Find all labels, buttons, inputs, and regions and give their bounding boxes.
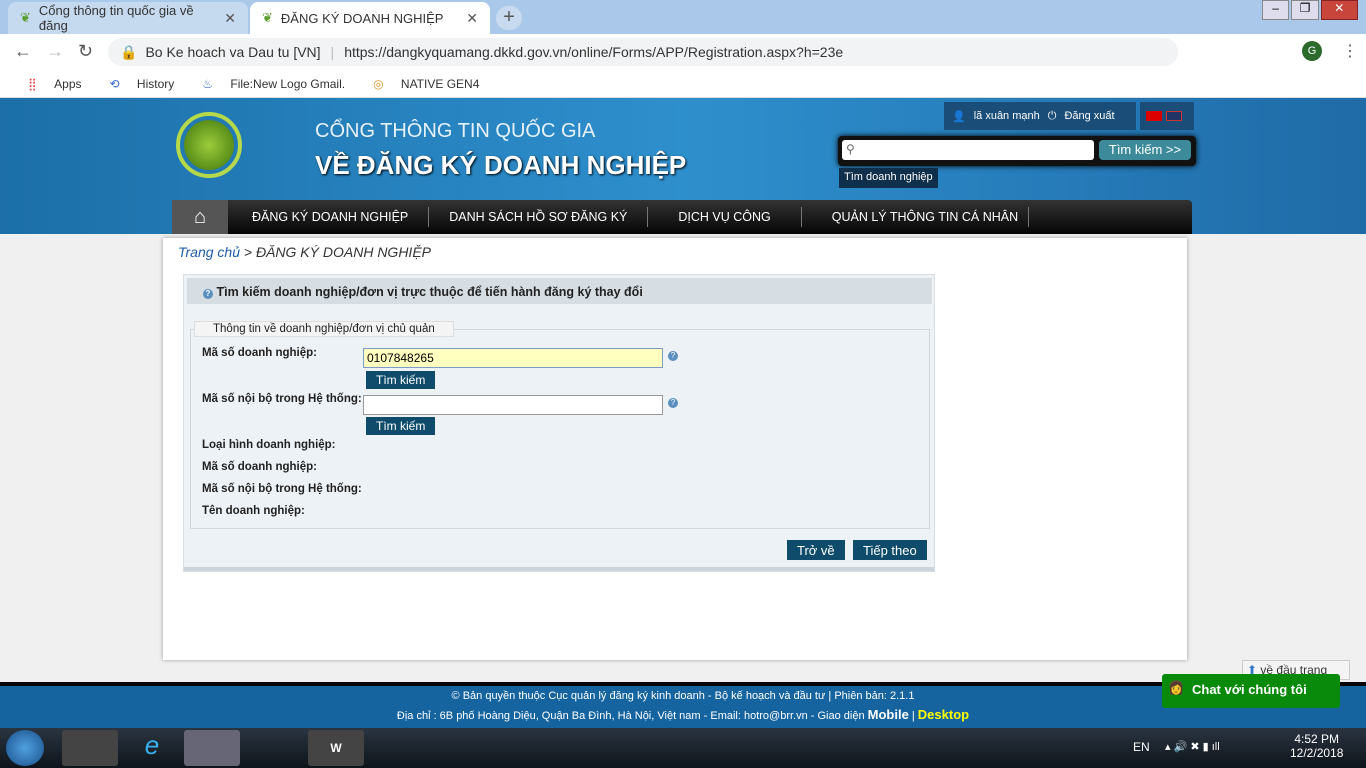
leaf-icon: ❦ xyxy=(20,10,31,25)
bookmarks-bar: ⣿ Apps ⟲ History ♨ File:New Logo Gmail. … xyxy=(0,70,1366,98)
start-button[interactable] xyxy=(6,730,44,766)
word-icon[interactable]: W xyxy=(308,730,364,766)
noi-bo-input[interactable] xyxy=(363,395,663,415)
bookmark-file[interactable]: ♨ File:New Logo Gmail. xyxy=(202,76,346,91)
next-button[interactable]: Tiếp theo xyxy=(853,540,927,560)
bookmark-history[interactable]: ⟲ History xyxy=(109,76,175,91)
new-tab-button[interactable]: + xyxy=(496,6,522,30)
ma-so-label: Mã số doanh nghiệp: xyxy=(202,347,317,359)
scrollbar[interactable] xyxy=(1355,240,1366,728)
arrow-up-icon: ⬆ xyxy=(1247,663,1258,677)
language-switch xyxy=(1140,102,1194,130)
address-bar[interactable]: 🔒 Bo Ke hoach va Dau tu [VN] | https://d… xyxy=(108,38,1178,66)
ma-so-input[interactable] xyxy=(363,348,663,368)
search-button[interactable]: Tìm kiếm >> xyxy=(1099,140,1191,160)
fieldset-legend: Thông tin về doanh nghiệp/đơn vị chủ quả… xyxy=(194,321,454,337)
main-nav: ⌂ ĐĂNG KÝ DOANH NGHIỆP DANH SÁCH HỒ SƠ Đ… xyxy=(172,200,1192,234)
restore-button[interactable]: ❐ xyxy=(1291,0,1319,20)
info-label: Mã số nội bộ trong Hệ thống: xyxy=(202,483,362,495)
menu-icon[interactable]: ⋮ xyxy=(1342,43,1358,60)
wiki-icon: ♨ xyxy=(202,76,214,91)
user-name[interactable]: lã xuân mạnh xyxy=(973,110,1040,122)
close-icon[interactable]: ✕ xyxy=(224,9,236,26)
tab-1[interactable]: ❦ Cổng thông tin quốc gia về đăng ✕ xyxy=(8,2,248,34)
window-controls: – ❐ ✕ xyxy=(1262,0,1358,20)
forward-icon[interactable]: → xyxy=(46,41,64,61)
footer: © Bản quyền thuộc Cục quản lý đăng ký ki… xyxy=(0,682,1366,728)
bookmark-apps[interactable]: ⣿ Apps xyxy=(28,76,82,91)
breadcrumb-home[interactable]: Trang chủ xyxy=(178,244,240,260)
uk-flag-icon[interactable] xyxy=(1166,111,1182,121)
media-icon[interactable] xyxy=(246,730,302,766)
logout-link[interactable]: Đăng xuất xyxy=(1064,110,1115,122)
mobile-link[interactable]: Mobile xyxy=(867,707,909,722)
search-box: ⚲ Tìm kiếm >> xyxy=(838,136,1196,166)
tray-icons[interactable]: ▴ 🔊 ✖ ▮ ıll xyxy=(1165,741,1220,753)
search-hint-link[interactable]: Tìm doanh nghiệp xyxy=(839,168,938,188)
info-label: Mã số doanh nghiệp: xyxy=(202,461,317,473)
user-icon: 👤 xyxy=(952,110,966,123)
lock-icon: 🔒 xyxy=(120,43,138,60)
chrome-icon[interactable] xyxy=(184,730,240,766)
help-icon[interactable]: ? xyxy=(668,351,678,361)
search-noi-bo-button[interactable]: Tìm kiếm xyxy=(366,417,436,435)
breadcrumb: Trang chủ > ĐĂNG KÝ DOANH NGHIỆP xyxy=(178,244,431,260)
ie-icon[interactable]: e xyxy=(144,730,160,760)
close-window-button[interactable]: ✕ xyxy=(1320,0,1358,20)
desktop-link[interactable]: Desktop xyxy=(917,707,970,722)
help-icon: ? xyxy=(203,289,213,299)
info-label: Tên doanh nghiệp: xyxy=(202,505,305,517)
taskbar: e W EN ▴ 🔊 ✖ ▮ ıll 4:52 PM 12/2/2018 xyxy=(0,728,1366,768)
nav-dang-ky[interactable]: ĐĂNG KÝ DOANH NGHIỆP xyxy=(232,207,430,227)
nav-quan-ly[interactable]: QUẢN LÝ THÔNG TIN CÁ NHÂN xyxy=(802,207,1030,227)
agent-icon: 👩 xyxy=(1168,680,1185,695)
help-icon[interactable]: ? xyxy=(668,398,678,408)
power-icon: ⏻ xyxy=(1047,109,1057,122)
profile-avatar[interactable]: G xyxy=(1302,41,1322,61)
site-title-line2: VỀ ĐĂNG KÝ DOANH NGHIỆP xyxy=(315,150,687,180)
panel-title: ? Tìm kiếm doanh nghiệp/đơn vị trực thuộ… xyxy=(187,278,932,304)
history-icon: ⟲ xyxy=(109,76,120,91)
search-input[interactable]: ⚲ xyxy=(842,140,1094,160)
bookmark-native[interactable]: ◎ NATIVE GEN4 xyxy=(373,76,480,91)
leaf-icon: ❦ xyxy=(262,10,273,25)
search-icon: ⚲ xyxy=(846,142,855,156)
site-title-line1: CỔNG THÔNG TIN QUỐC GIA xyxy=(315,120,596,142)
back-icon[interactable]: ← xyxy=(14,41,32,61)
search-panel: ? Tìm kiếm doanh nghiệp/đơn vị trực thuộ… xyxy=(183,274,935,572)
close-icon[interactable]: ✕ xyxy=(466,9,478,26)
site-logo xyxy=(176,112,242,178)
footer-copyright: © Bản quyền thuộc Cục quản lý đăng ký ki… xyxy=(451,690,915,702)
clock[interactable]: 4:52 PM 12/2/2018 xyxy=(1290,732,1344,760)
chat-button[interactable]: 👩 Chat với chúng tôi xyxy=(1162,674,1340,708)
vietnam-flag-icon[interactable] xyxy=(1146,111,1162,121)
circle-icon: ◎ xyxy=(373,76,384,91)
apps-icon: ⣿ xyxy=(28,76,37,91)
back-button[interactable]: Trở về xyxy=(787,540,845,560)
home-icon[interactable]: ⌂ xyxy=(172,200,228,234)
user-bar: 👤 lã xuân mạnh ⏻ Đăng xuất xyxy=(944,102,1136,130)
nav-dich-vu[interactable]: DỊCH VỤ CÔNG xyxy=(648,207,802,227)
tab-strip: ❦ Cổng thông tin quốc gia về đăng ✕ ❦ ĐĂNG … xyxy=(0,0,1366,34)
search-ma-so-button[interactable]: Tìm kiếm xyxy=(366,371,436,389)
noi-bo-label: Mã số nội bộ trong Hệ thống: xyxy=(202,393,362,405)
reload-icon[interactable]: ↻ xyxy=(78,41,94,61)
tab-2[interactable]: ❦ ĐĂNG KÝ DOANH NGHIỆP ✕ xyxy=(250,2,490,34)
nav-danh-sach[interactable]: DANH SÁCH HỒ SƠ ĐĂNG KÝ xyxy=(429,207,649,227)
explorer-icon[interactable] xyxy=(62,730,118,766)
fieldset xyxy=(190,329,930,529)
language-indicator[interactable]: EN xyxy=(1133,740,1150,754)
minimize-button[interactable]: – xyxy=(1262,0,1290,20)
info-label: Loại hình doanh nghiệp: xyxy=(202,439,336,451)
